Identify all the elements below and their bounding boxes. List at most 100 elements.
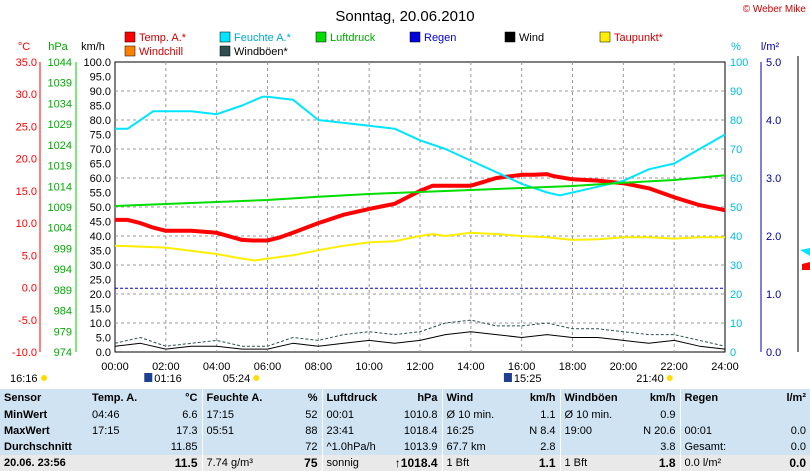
temp-tick-label: -5.0: [18, 315, 37, 327]
stats-cell: 1.8: [634, 455, 680, 471]
wind-tick-label: 90.0: [90, 86, 111, 98]
stats-cell: [559, 439, 634, 455]
humidity-tick-label: 70: [730, 144, 742, 156]
stats-cell: 1018.4: [403, 425, 438, 437]
humidity-tick-label: 0: [730, 347, 736, 359]
x-tick-label: 06:00: [254, 361, 282, 373]
temp-tick-label: 30.0: [16, 89, 37, 101]
temp-tick-label: 35.0: [16, 57, 37, 69]
humidity-tick-label: 50: [730, 202, 742, 214]
wind-tick-label: 20.0: [90, 289, 111, 301]
stats-cell: ^1.0hPa/h: [321, 439, 388, 455]
legend-swatch: [124, 45, 136, 57]
sun-icon: [253, 375, 260, 381]
temp-tick-label: 15.0: [16, 186, 37, 198]
legend-label: Feuchte A.*: [234, 32, 292, 44]
rain-axis-unit: l/m²: [761, 41, 780, 53]
chart-title: Sonntag, 20.06.2010: [335, 8, 474, 25]
stats-header: km/h: [649, 392, 676, 404]
stats-cell: 00:01: [679, 423, 764, 439]
pressure-tick-label: 1044: [48, 57, 72, 69]
temp-tick-label: 5.0: [22, 250, 37, 262]
stats-header: Regen: [679, 389, 764, 407]
pressure-tick-label: 999: [54, 243, 72, 255]
stats-cell: 17.3: [176, 425, 198, 437]
marker-label: 21:40: [636, 373, 664, 385]
pressure-tick-label: 1034: [48, 98, 72, 110]
pressure-tick-label: 1009: [48, 202, 72, 214]
legend-label: Luftdruck: [330, 32, 376, 44]
stats-cell: 1.1: [540, 409, 556, 421]
temp-tick-label: -10.0: [12, 347, 37, 359]
rain-tick-label: 3.0: [766, 173, 781, 185]
temp-axis-unit: °C: [18, 41, 30, 53]
wind-tick-label: 30.0: [90, 260, 111, 272]
x-tick-label: 14:00: [457, 361, 485, 373]
temp-tick-label: 10.0: [16, 218, 37, 230]
stats-table: Sensor Temp. A. °C Feuchte A. % Luftdruc…: [0, 389, 810, 471]
stats-cell: 23:41: [321, 423, 388, 439]
axes: 35.0 30.0 25.0 20.0 15.0 10.0 5.0 0.0 -5.0 -10.0 1…: [12, 57, 781, 373]
wind-tick-label: 25.0: [90, 275, 111, 287]
stats-cell: 00:01: [321, 407, 388, 423]
temp-tick-label: 25.0: [16, 121, 37, 133]
pressure-tick-label: 974: [54, 347, 72, 359]
stats-row-label: 20.06. 23:56: [0, 455, 88, 471]
x-tick-label: 18:00: [559, 361, 587, 373]
stats-cell: 1.1: [514, 455, 560, 471]
temp-tick-label: 0.0: [22, 283, 37, 295]
stats-cell: Ø 10 min.: [559, 407, 634, 423]
humidity-tick-label: 10: [730, 318, 742, 330]
legend-label: Wind: [519, 32, 544, 44]
temp-tick-label: 20.0: [16, 154, 37, 166]
stats-cell: 52: [305, 409, 318, 421]
stats-row-current: 20.06. 23:56 11.5 7.74 g/m³ 75 sonnig ↑1…: [0, 455, 810, 471]
stats-cell: 3.8: [660, 441, 676, 453]
legend-label: Windböen*: [234, 46, 289, 58]
humidity-tick-label: 100: [730, 57, 748, 69]
legend-swatch: [124, 31, 136, 43]
series-layer: [114, 95, 726, 350]
x-tick-label: 02:00: [152, 361, 180, 373]
humidity-tick-label: 40: [730, 231, 742, 243]
wind-tick-label: 5.0: [96, 333, 111, 345]
wind-tick-label: 60.0: [90, 173, 111, 185]
legend-label: Regen: [424, 32, 456, 44]
pressure-axis-unit: hPa: [48, 41, 68, 53]
pressure-tick-label: 989: [54, 285, 72, 297]
pressure-tick-label: 1004: [48, 223, 72, 235]
pressure-tick-label: 1029: [48, 119, 72, 131]
sun-icon: [41, 375, 47, 381]
stats-cell: 2.8: [540, 441, 556, 453]
stats-header: Sensor: [4, 392, 42, 404]
stats-cell: 67.7 km: [441, 439, 514, 455]
stats-cell: 0.9: [660, 409, 676, 421]
humidity-tick-label: 20: [730, 289, 742, 301]
humidity-axis-unit: %: [731, 41, 741, 53]
pressure-tick-label: 979: [54, 326, 72, 338]
stats-row-label: MinWert: [4, 409, 48, 421]
stats-cell: 05:51: [201, 423, 272, 439]
humidity-tick-label: 90: [730, 86, 742, 98]
x-tick-label: 12:00: [406, 361, 434, 373]
pressure-tick-label: 1019: [48, 161, 72, 173]
stats-header: km/h: [529, 392, 556, 404]
legend-swatch: [504, 31, 516, 43]
stats-row-min: MinWert 04:46 6.6 17:15 52 00:01 1010.8 …: [0, 407, 810, 423]
wind-tick-label: 65.0: [90, 159, 111, 171]
humidity-tick-label: 60: [730, 173, 742, 185]
stats-cell: sonnig: [321, 455, 388, 471]
stats-header-row: Sensor Temp. A. °C Feuchte A. % Luftdruc…: [0, 389, 810, 407]
stats-cell: 6.6: [182, 409, 198, 421]
wind-tick-label: 70.0: [90, 144, 111, 156]
stats-cell: N 20.6: [643, 425, 676, 437]
legend-swatch: [219, 31, 231, 43]
x-tick-label: 16:00: [508, 361, 536, 373]
wind-tick-label: 0.0: [96, 347, 111, 359]
legend-swatch: [599, 31, 611, 43]
credit: © Weber Mike: [743, 4, 807, 15]
stats-cell: [88, 439, 156, 455]
moon-icon: [503, 373, 512, 382]
stats-cell: ↑1018.4: [388, 455, 442, 471]
sun-icon: [666, 375, 673, 381]
